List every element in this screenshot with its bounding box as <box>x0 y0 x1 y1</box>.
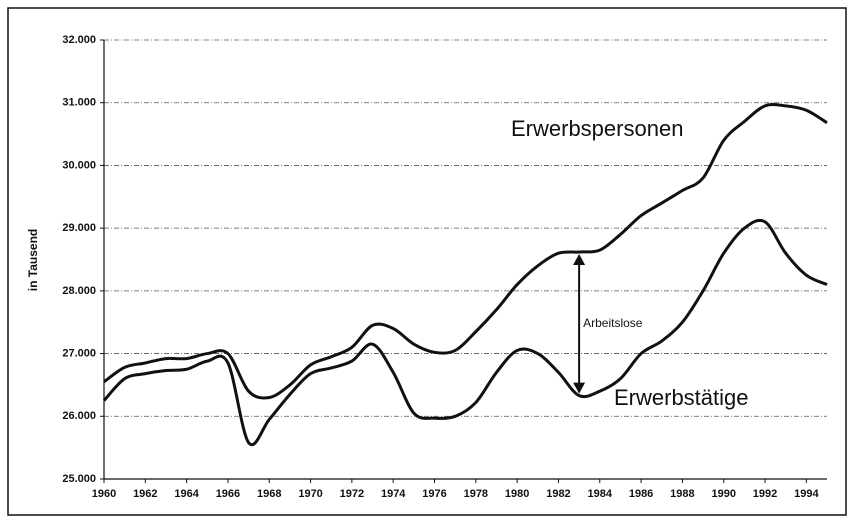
y-tick-label: 26.000 <box>62 410 96 422</box>
x-tick-label: 1984 <box>588 488 613 500</box>
arrow-head <box>573 382 586 394</box>
y-tick-label: 30.000 <box>62 159 96 171</box>
y-tick-label: 29.000 <box>62 222 96 234</box>
series-label: Erwerbstätige <box>614 385 749 410</box>
y-tick-label: 25.000 <box>62 473 96 485</box>
x-tick-label: 1982 <box>546 488 570 500</box>
arrow-head <box>573 253 586 265</box>
y-tick-label: 27.000 <box>62 347 96 359</box>
y-axis-label: in Tausend <box>26 229 40 291</box>
x-tick-label: 1990 <box>711 488 735 500</box>
x-tick-label: 1978 <box>464 488 488 500</box>
x-tick-label: 1980 <box>505 488 529 500</box>
y-tick-label: 32.000 <box>62 34 96 46</box>
series-line <box>103 103 828 400</box>
x-tick-label: 1976 <box>422 488 446 500</box>
x-tick-label: 1970 <box>298 488 322 500</box>
x-tick-label: 1966 <box>216 488 240 500</box>
x-tick-label: 1994 <box>794 488 819 500</box>
y-tick-label: 31.000 <box>62 97 96 109</box>
series-label: Erwerbspersonen <box>511 116 683 141</box>
y-tick-label: 28.000 <box>62 285 96 297</box>
x-tick-label: 1968 <box>257 488 281 500</box>
x-tick-label: 1972 <box>340 488 364 500</box>
frame <box>7 7 847 516</box>
x-tick-label: 1988 <box>670 488 694 500</box>
x-tick-label: 1960 <box>92 488 116 500</box>
x-tick-label: 1986 <box>629 488 653 500</box>
x-tick-label: 1962 <box>133 488 157 500</box>
x-tick-label: 1974 <box>381 488 406 500</box>
annotation: Arbeitslose <box>583 316 643 330</box>
x-tick-label: 1992 <box>753 488 777 500</box>
series-line <box>102 218 828 447</box>
x-tick-label: 1964 <box>174 488 199 500</box>
